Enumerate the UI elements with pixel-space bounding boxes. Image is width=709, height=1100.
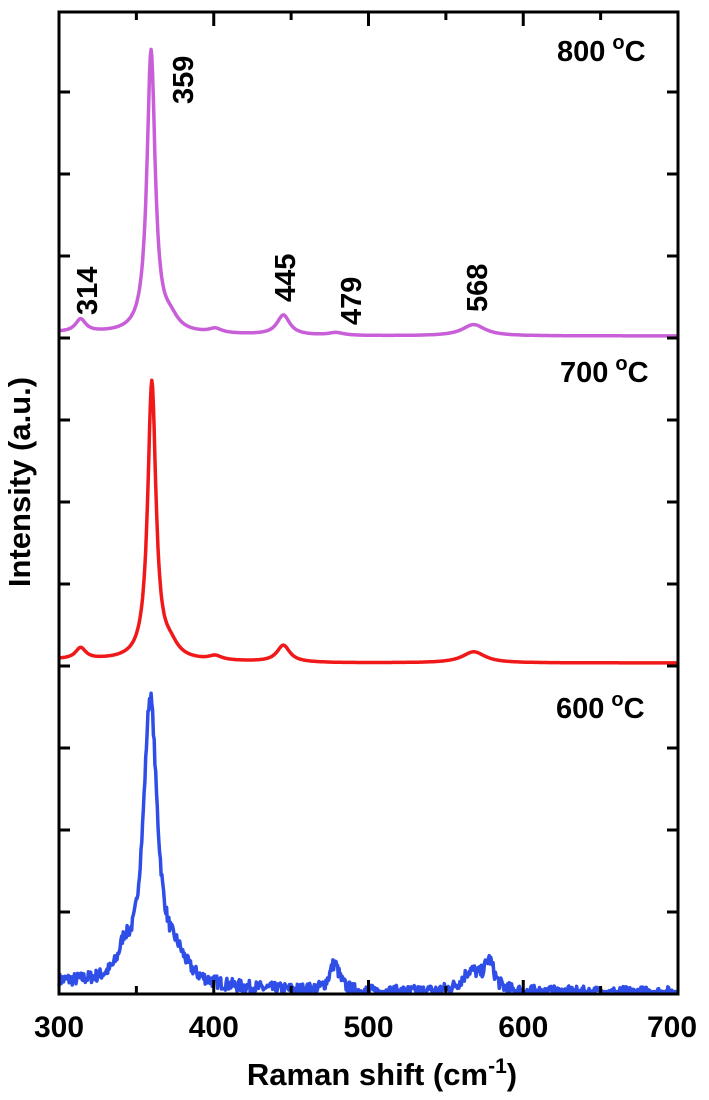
series-label-700: 700 oC [560,353,649,389]
peak-label-479: 479 [336,277,368,325]
x-axis-title-superscript: -1 [488,1055,507,1078]
series-label-800: 800 oC [557,32,646,68]
x-tick-label: 300 [34,1011,84,1044]
ticks-layer [57,12,680,994]
series-line-600 [57,691,679,994]
peak-label-445: 445 [270,254,302,302]
peak-label-314: 314 [72,267,104,315]
x-tick-label: 500 [343,1011,393,1044]
x-tick-label: 400 [189,1011,239,1044]
peak-label-359: 359 [168,56,200,104]
series-line-800 [58,47,679,338]
series-label-600: 600 oC [556,689,645,725]
peak-label-568: 568 [462,264,494,312]
x-axis-title-main: Raman shift (cm [247,1057,488,1092]
series-layer [57,47,679,994]
x-tick-label: 600 [498,1011,548,1044]
x-axis-title-suffix: ) [507,1057,517,1092]
x-tick-label: 700 [647,1011,697,1044]
y-axis-title: Intensity (a.u.) [2,377,37,587]
x-axis-title: Raman shift (cm-1) [247,1055,517,1092]
series-line-700 [58,378,679,665]
plot-frame [57,10,680,996]
